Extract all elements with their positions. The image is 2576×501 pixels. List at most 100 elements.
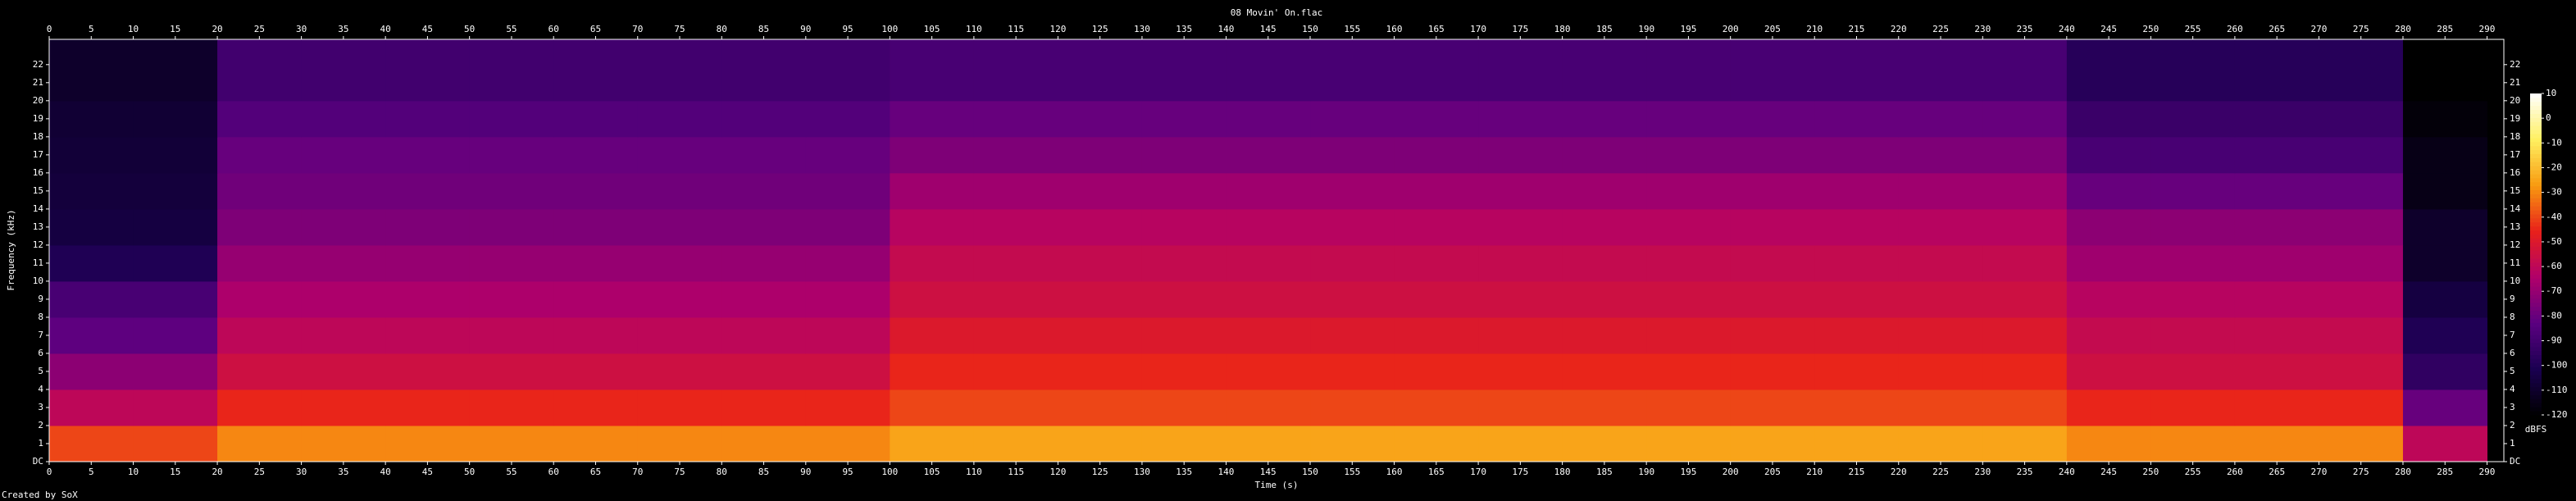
x-tick-label: 80 — [717, 467, 727, 477]
heatmap-cell — [1562, 353, 1647, 390]
heatmap-cell — [721, 425, 807, 462]
heatmap-cell — [1141, 317, 1227, 354]
heatmap-cell — [1310, 172, 1395, 210]
heatmap-cell — [1898, 317, 1983, 354]
heatmap-cell — [2150, 244, 2236, 282]
heatmap-cell — [1478, 317, 1563, 354]
heatmap-cell — [2234, 353, 2319, 390]
heatmap-cell — [1982, 136, 2068, 174]
heatmap-cell — [217, 389, 303, 426]
heatmap-cell — [385, 317, 471, 354]
heatmap-cell — [301, 389, 386, 426]
heatmap-cell — [721, 389, 807, 426]
heatmap-cell — [217, 136, 303, 174]
heatmap-cell — [553, 39, 639, 102]
heatmap-cell — [2319, 317, 2404, 354]
colorbar-segment — [2530, 105, 2542, 111]
heatmap-cell — [1394, 172, 1479, 210]
heatmap-cell — [1478, 208, 1563, 246]
heatmap-cell — [637, 208, 722, 246]
heatmap-cell — [1562, 280, 1647, 318]
x-tick-label-top: 165 — [1428, 24, 1445, 34]
x-tick-label-top: 85 — [758, 24, 769, 34]
y-tick-label-right: 10 — [2510, 276, 2520, 286]
colorbar-segment — [2530, 109, 2542, 114]
heatmap-cell — [1226, 100, 1311, 138]
heatmap-cell — [805, 208, 890, 246]
heatmap-cell — [805, 353, 890, 390]
heatmap-cell — [1058, 136, 1143, 174]
heatmap-cell — [1982, 100, 2068, 138]
heatmap-cell — [2402, 389, 2487, 426]
x-tick-label-top: 60 — [548, 24, 559, 34]
x-tick-label: 210 — [1806, 467, 1823, 477]
x-tick-label: 250 — [2142, 467, 2159, 477]
heatmap-cell — [890, 425, 975, 462]
heatmap-cell — [469, 100, 554, 138]
heatmap-cell — [721, 317, 807, 354]
heatmap-cell — [2234, 425, 2319, 462]
heatmap-cell — [1814, 353, 1900, 390]
heatmap-cell — [1646, 425, 1732, 462]
x-tick-label-top: 10 — [128, 24, 139, 34]
x-tick-label-top: 270 — [2310, 24, 2327, 34]
heatmap-cell — [1310, 100, 1395, 138]
heatmap-cell — [2066, 317, 2151, 354]
heatmap-cell — [1982, 208, 2068, 246]
colorbar-segment — [2530, 362, 2542, 367]
y-tick-label: 8 — [38, 312, 43, 322]
heatmap-cell — [1730, 244, 1815, 282]
x-tick-label: 120 — [1049, 467, 1066, 477]
y-tick-label: 19 — [33, 113, 43, 124]
heatmap-cell — [133, 136, 218, 174]
x-tick-label: 30 — [296, 467, 307, 477]
colorbar-segment — [2530, 367, 2542, 371]
x-tick-label-top: 195 — [1680, 24, 1696, 34]
heatmap-cell — [2150, 39, 2236, 102]
heatmap-cell — [973, 172, 1058, 210]
y-tick-label: 11 — [33, 257, 43, 268]
y-tick-label-right: 17 — [2510, 149, 2520, 160]
heatmap-cell — [217, 317, 303, 354]
heatmap-cell — [553, 353, 639, 390]
heatmap-cell — [49, 172, 134, 210]
heatmap-cell — [1898, 244, 1983, 282]
heatmap-cell — [469, 208, 554, 246]
colorbar-segment — [2530, 125, 2542, 130]
colorbar-segment — [2530, 318, 2542, 323]
colorbar-tick-label: -100 — [2546, 360, 2568, 371]
x-tick-label: 75 — [674, 467, 685, 477]
heatmap-cell — [1310, 425, 1395, 462]
colorbar-segment — [2530, 375, 2542, 380]
x-tick-label-top: 55 — [506, 24, 517, 34]
x-tick-label: 220 — [1891, 467, 1907, 477]
colorbar-segment — [2530, 101, 2542, 107]
heatmap-cell — [133, 100, 218, 138]
y-tick-label: 17 — [33, 149, 43, 160]
colorbar-segment — [2530, 113, 2542, 118]
heatmap-cell — [1730, 280, 1815, 318]
heatmap-cell — [1814, 208, 1900, 246]
colorbar-segment — [2530, 214, 2542, 219]
heatmap-cell — [553, 317, 639, 354]
heatmap-cell — [721, 172, 807, 210]
heatmap-cell — [385, 172, 471, 210]
heatmap-cell — [1478, 172, 1563, 210]
y-tick-label: 16 — [33, 167, 43, 178]
heatmap-cell — [2150, 425, 2236, 462]
heatmap-cell — [1562, 317, 1647, 354]
heatmap-cell — [1646, 353, 1732, 390]
heatmap-cell — [1478, 389, 1563, 426]
heatmap-cell — [301, 244, 386, 282]
x-tick-label-top: 225 — [1932, 24, 1949, 34]
heatmap-cell — [1730, 100, 1815, 138]
heatmap-cell — [1982, 425, 2068, 462]
heatmap-cell — [1058, 425, 1143, 462]
colorbar-segment — [2530, 162, 2542, 166]
heatmap-cell — [1226, 317, 1311, 354]
x-tick-label: 195 — [1680, 467, 1696, 477]
heatmap-cell — [973, 208, 1058, 246]
colorbar-segment — [2530, 266, 2542, 271]
heatmap-cell — [721, 39, 807, 102]
colorbar-segment — [2530, 262, 2542, 267]
